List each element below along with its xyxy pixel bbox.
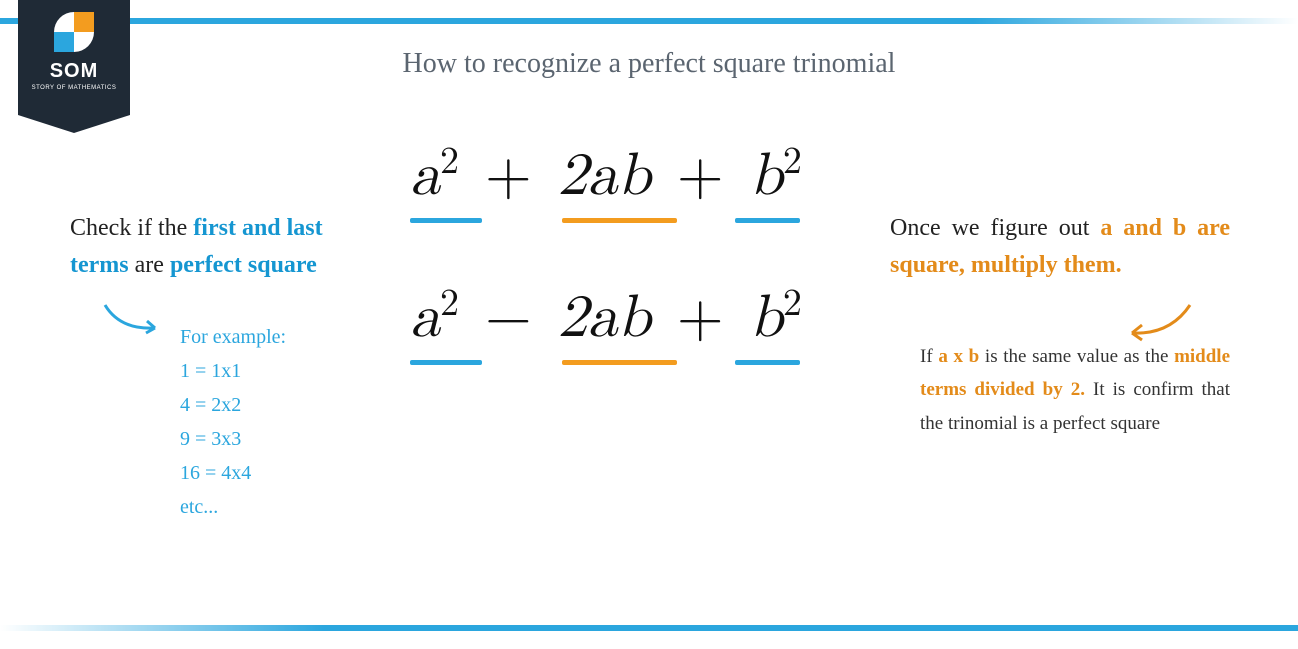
logo-subtitle: STORY OF MATHEMATICS xyxy=(32,85,117,91)
right-body-mid1: is the same value as the xyxy=(979,346,1174,367)
right-body-pre: If xyxy=(920,346,938,367)
example-item: 9 = 3x3 xyxy=(180,422,286,456)
right-column: Once we figure out a and b are square, m… xyxy=(890,210,1230,284)
right-body: If a x b is the same value as the middle… xyxy=(920,340,1230,440)
examples-list: For example: 1 = 1x1 4 = 2x2 9 = 3x3 16 … xyxy=(180,320,286,524)
formula-minus: a2 − 2ab + b2 xyxy=(410,282,870,354)
underline-b xyxy=(735,360,800,365)
term-b: b xyxy=(749,288,782,348)
top-rule xyxy=(0,18,1298,24)
left-column: Check if the first and last terms are pe… xyxy=(70,210,370,284)
underline-mid xyxy=(562,218,677,223)
left-mid: are xyxy=(129,252,170,278)
term-a: a xyxy=(410,288,440,348)
right-body-h1: a x b xyxy=(938,346,979,367)
example-item: 1 = 1x1 xyxy=(180,354,286,388)
term-a: a xyxy=(410,146,440,206)
formula-block: a2 + 2ab + b2 a2 − 2ab + b2 xyxy=(410,140,870,424)
example-item: etc... xyxy=(180,490,286,524)
left-highlight-2: perfect square xyxy=(170,252,317,278)
exp-b: 2 xyxy=(783,143,802,181)
formula-plus: a2 + 2ab + b2 xyxy=(410,140,870,212)
term-mid: 2ab xyxy=(558,288,651,348)
term-b: b xyxy=(749,146,782,206)
underline-mid xyxy=(562,360,677,365)
op-plus-2: + xyxy=(671,146,730,206)
op-plus: + xyxy=(671,288,730,348)
underline-a xyxy=(410,360,482,365)
logo-icon xyxy=(54,12,94,52)
right-heading: Once we figure out a and b are square, m… xyxy=(890,210,1230,284)
exp-a: 2 xyxy=(440,143,459,181)
example-item: 16 = 4x4 xyxy=(180,456,286,490)
left-heading: Check if the first and last terms are pe… xyxy=(70,210,370,284)
examples-title: For example: xyxy=(180,320,286,354)
exp-b: 2 xyxy=(783,285,802,323)
example-item: 4 = 2x2 xyxy=(180,388,286,422)
op-minus: − xyxy=(479,288,538,348)
op-plus-1: + xyxy=(479,146,538,206)
underline-a xyxy=(410,218,482,223)
bottom-rule xyxy=(0,625,1298,631)
left-pre: Check if the xyxy=(70,215,193,241)
underline-b xyxy=(735,218,800,223)
term-mid: 2ab xyxy=(558,146,651,206)
arrow-left-icon xyxy=(100,300,170,340)
arrow-right-icon xyxy=(1120,300,1200,345)
exp-a: 2 xyxy=(440,285,459,323)
page-title: How to recognize a perfect square trinom… xyxy=(0,48,1298,80)
right-pre: Once we figure out xyxy=(890,215,1100,241)
